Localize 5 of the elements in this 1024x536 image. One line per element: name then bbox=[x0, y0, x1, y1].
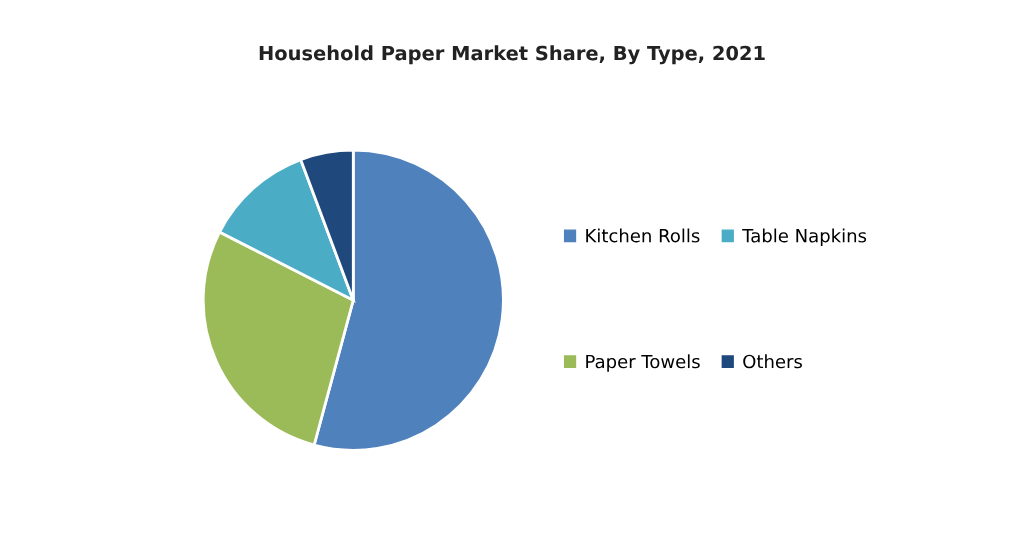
legend-label: Kitchen Rolls bbox=[586, 228, 700, 243]
legend-label: Table Napkins bbox=[742, 228, 867, 246]
chart-title: Household Paper Market Share, By Type, 2021 bbox=[259, 45, 765, 65]
legend-label: Paper Towels bbox=[586, 354, 700, 372]
legend-label: Others bbox=[743, 354, 802, 369]
